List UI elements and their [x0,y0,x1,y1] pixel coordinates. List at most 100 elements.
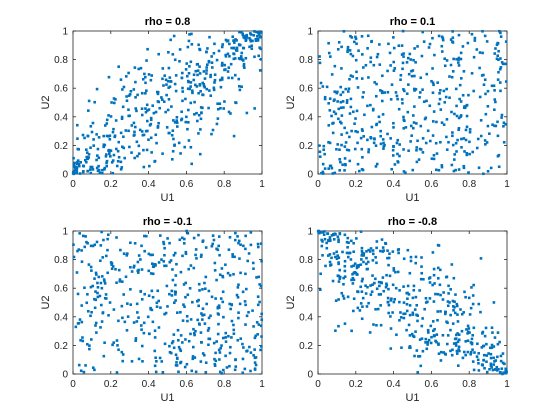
scatter-point [250,44,254,48]
scatter-point [159,234,162,237]
scatter-point [186,45,190,49]
scatter-point [424,296,428,300]
scatter-point [341,100,345,103]
scatter-point [423,307,426,311]
scatter-point [398,289,401,292]
scatter-point [182,303,185,306]
scatter-point [237,241,240,245]
scatter-point [346,45,350,49]
scatter-point [214,351,217,355]
x-tick-label: 1 [504,179,510,190]
scatter-point [359,263,363,266]
scatter-point [173,143,176,147]
scatter-point [340,133,343,136]
scatter-point [420,324,424,328]
scatter-point [497,70,500,74]
scatter-point [338,148,341,151]
scatter-point [328,238,332,241]
scatter-point [174,353,178,357]
scatter-point [251,39,254,43]
scatter-point [118,278,122,281]
scatter-point [472,283,475,287]
scatter-point [147,269,151,273]
y-tick-label: 0.4 [299,112,313,123]
scatter-point [438,92,441,95]
scatter-point [241,357,245,361]
scatter-point [335,257,339,261]
scatter-point [473,351,476,354]
scatter-point [498,340,501,344]
scatter-point [205,87,209,91]
scatter-point [183,305,186,309]
scatter-point [226,70,230,73]
scatter-point [422,40,426,43]
scatter-point [96,285,100,289]
scatter-point [367,148,371,151]
scatter-point [366,138,369,142]
scatter-point [210,66,214,69]
scatter-point [165,83,168,86]
scatter-point [349,258,353,261]
scatter-point [234,38,237,41]
scatter-point [467,296,471,300]
scatter-point [455,150,458,153]
scatter-point [93,368,96,372]
scatter-point [493,368,497,371]
scatter-point [462,311,465,314]
scatter-point [134,80,137,84]
scatter-point [433,53,436,57]
scatter-point [392,145,395,148]
scatter-point [420,54,424,58]
scatter-point [350,239,353,243]
scatter-point [218,370,222,374]
plot-area [317,230,508,375]
scatter-point [183,365,187,369]
scatter-point [103,341,106,345]
scatter-point [428,139,432,143]
scatter-point [409,140,412,143]
scatter-point [113,101,116,105]
scatter-point [249,33,253,36]
scatter-point [129,303,133,306]
scatter-point [254,334,258,338]
scatter-point [100,320,104,323]
scatter-point [249,39,253,43]
scatter-point [259,324,263,328]
scatter-point [256,295,260,298]
scatter-point [209,73,212,77]
scatter-point [365,262,368,266]
scatter-point [75,271,79,274]
scatter-point [456,313,459,316]
scatter-point [74,168,77,172]
scatter-point [237,77,241,81]
scatter-point [337,41,341,44]
scatter-point [207,343,210,347]
scatter-point [402,148,405,151]
scatter-point [427,46,431,49]
scatter-point [198,65,201,68]
scatter-point [375,122,379,126]
scatter-point [188,33,191,36]
scatter-point [436,292,440,296]
scatter-point [127,94,131,97]
scatter-point [228,235,232,239]
scatter-point [395,141,399,145]
scatter-point [426,328,430,332]
scatter-point [189,101,193,105]
scatter-point [201,318,204,321]
scatter-point [179,311,182,314]
scatter-point [167,66,171,70]
scatter-point [339,120,342,124]
scatter-point [210,244,214,248]
scatter-point [185,314,189,318]
scatter-point [345,101,349,104]
scatter-point [72,255,76,259]
scatter-point [221,275,225,279]
scatter-point [365,250,368,253]
scatter-point [236,296,240,299]
scatter-point [174,283,177,287]
scatter-point [390,167,394,171]
scatter-point [337,324,340,328]
scatter-point [468,331,471,334]
scatter-point [229,112,232,115]
